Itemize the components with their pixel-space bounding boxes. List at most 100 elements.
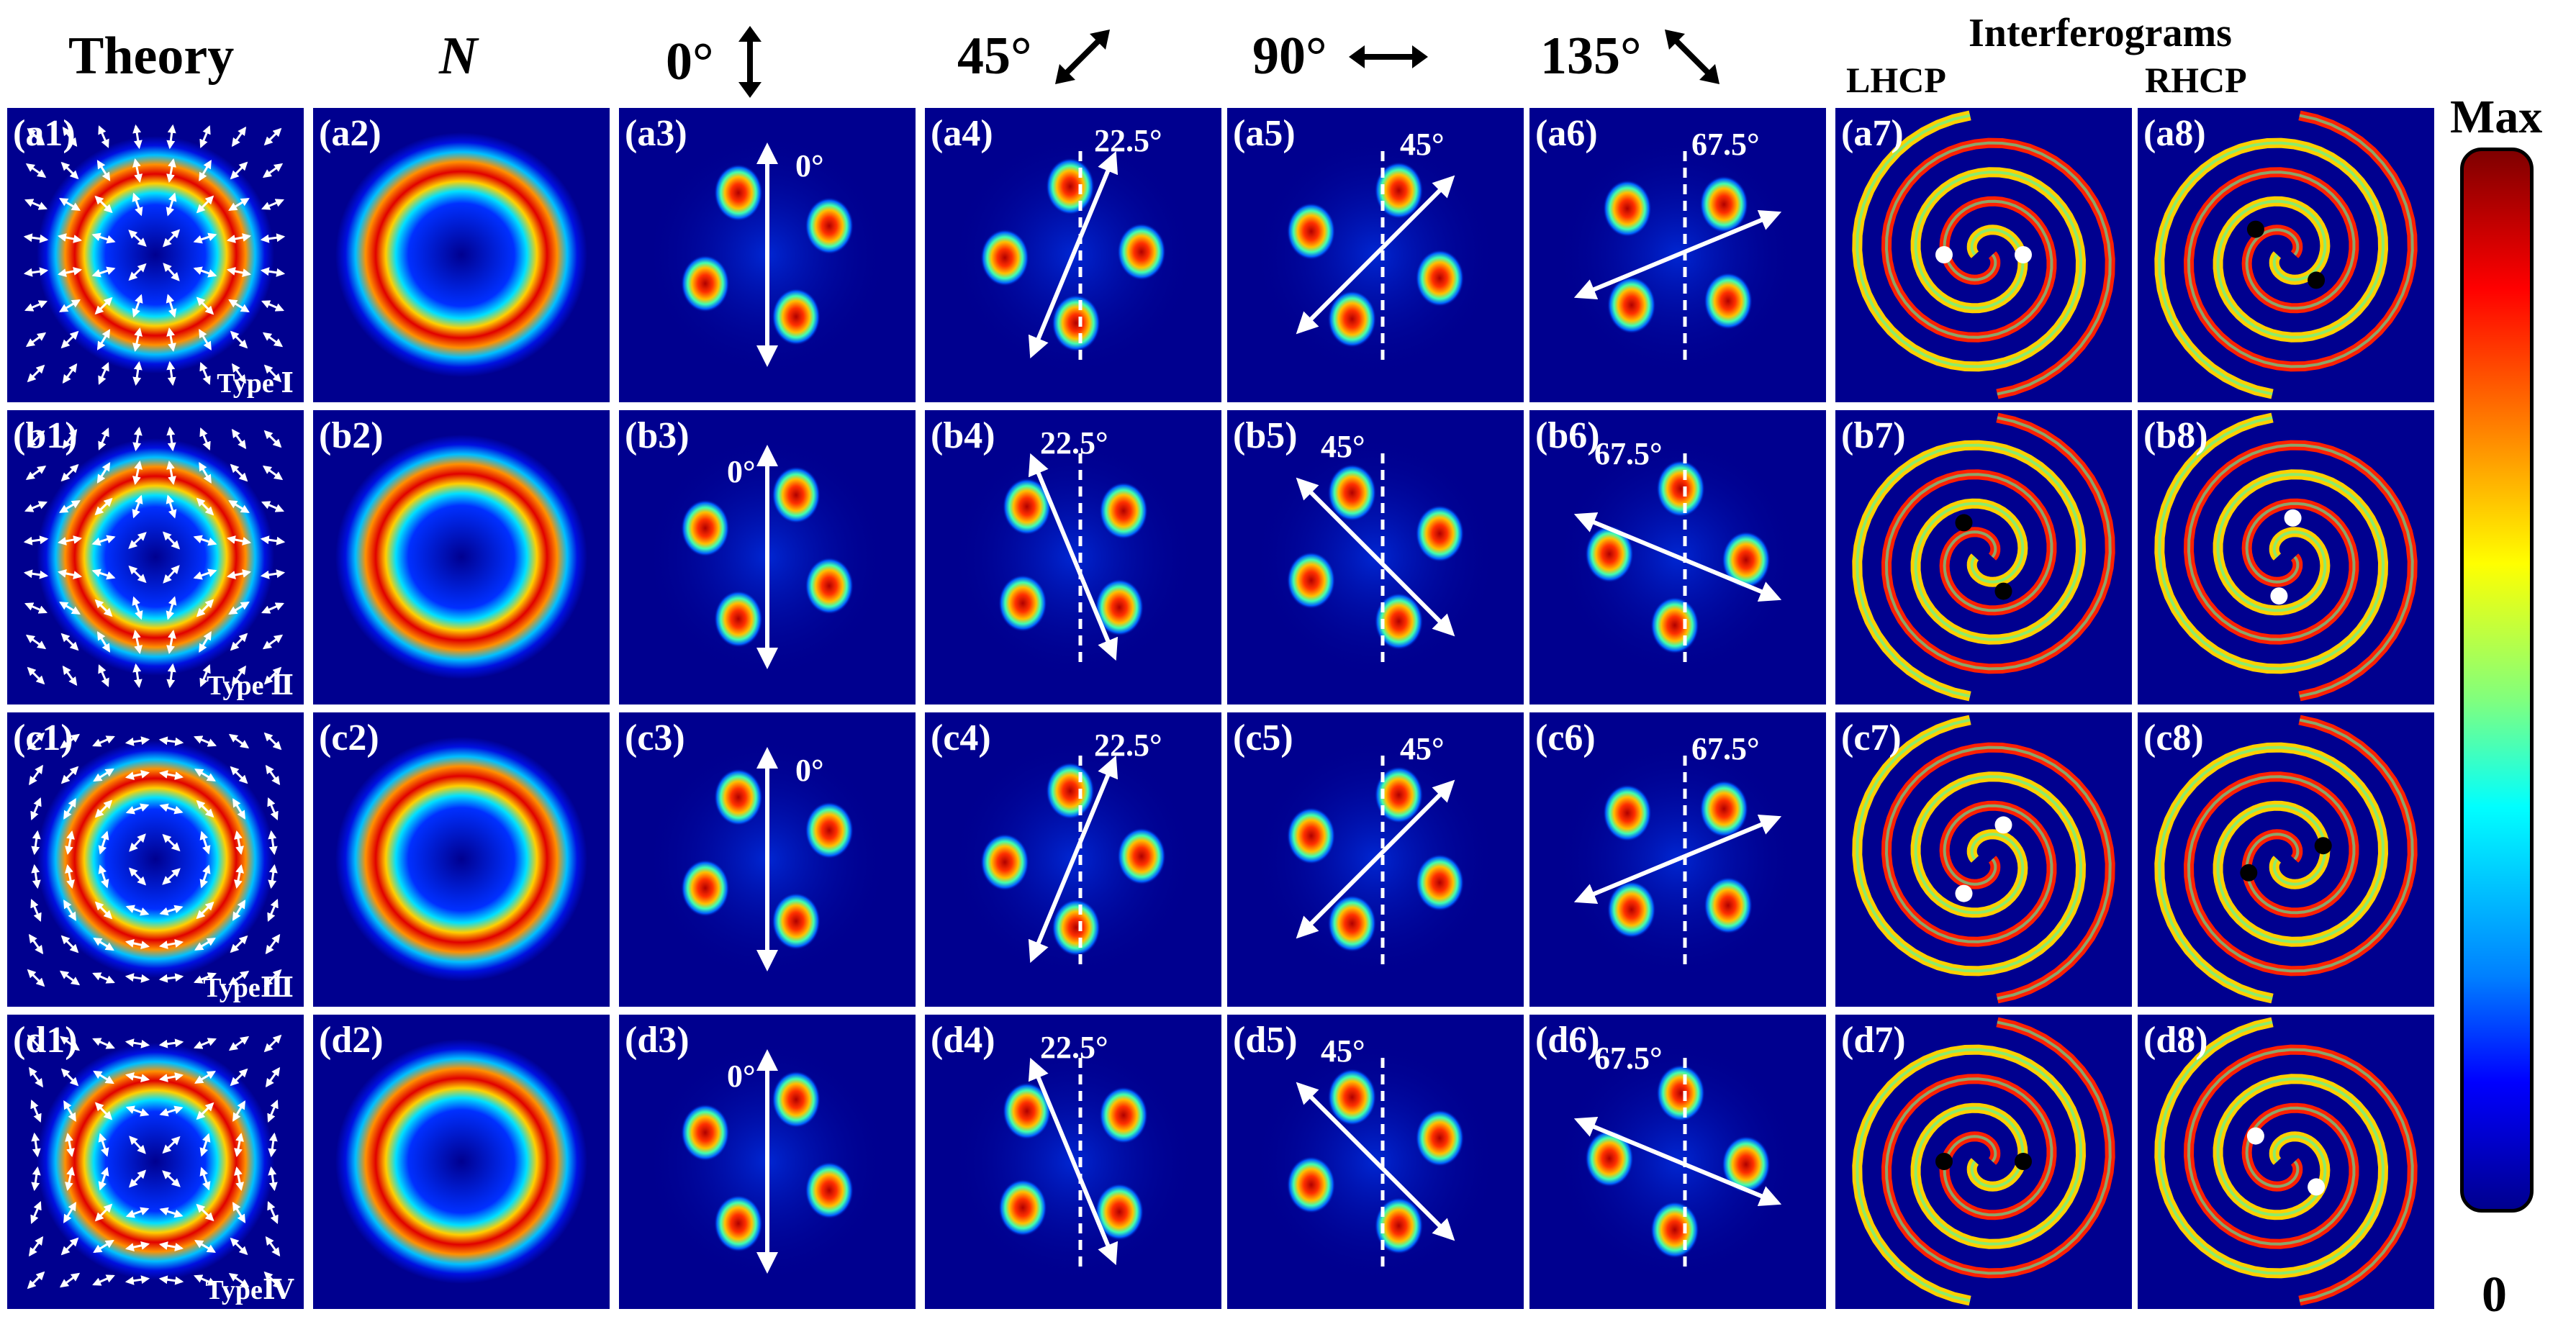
panel-d1: (d1) TypeⅣ [7, 1015, 304, 1309]
fringe-arm-core [2187, 718, 2414, 973]
singularity-dot [1935, 1153, 1953, 1170]
polarization-arrow [166, 629, 176, 655]
polarization-arrow [27, 732, 45, 751]
analyzer-angle-label: 67.5° [1594, 1041, 1663, 1076]
intensity-lobe [1327, 290, 1377, 348]
intensity-lobe [1286, 807, 1336, 865]
panel-image [1835, 108, 2132, 402]
polarization-arrow [196, 1203, 214, 1222]
panel-d8: (d8) [2138, 1015, 2434, 1309]
panel-label: (c6) [1535, 717, 1596, 758]
panel-image [1227, 1015, 1524, 1309]
polarization-arrow [132, 596, 143, 620]
analyzer-angle-label: 45° [1321, 429, 1365, 464]
polarization-arrow [128, 532, 147, 549]
intensity-lobe [1286, 1156, 1336, 1214]
panel-image [313, 108, 610, 402]
polarization-arrow [234, 864, 244, 889]
polarization-arrow [260, 267, 286, 277]
polarization-arrow [129, 1136, 146, 1154]
polarization-arrow [91, 535, 116, 546]
polarization-arrow [65, 864, 75, 889]
panel-image [2138, 410, 2434, 704]
polarization-arrow [193, 972, 217, 984]
polarization-arrow [166, 124, 176, 150]
panel-d2: (d2) [313, 1015, 610, 1309]
polarization-arrow [262, 163, 284, 178]
horizontal-arrow-icon [1348, 45, 1428, 68]
intensity-ring [335, 737, 587, 982]
panel-image [1835, 712, 2132, 1007]
singularity-dot [1994, 582, 2012, 600]
polarization-arrow [29, 764, 43, 786]
polarization-arrow [29, 1066, 43, 1088]
polarization-arrow [162, 229, 181, 248]
polarization-arrow [24, 501, 48, 512]
panel-label: (c3) [625, 717, 685, 758]
polarization-arrow [125, 905, 150, 916]
intensity-lobe [805, 801, 854, 859]
polarization-arrow [92, 1038, 115, 1049]
polarization-arrow [230, 935, 248, 953]
analyzer-arrow [1296, 175, 1455, 335]
panel-c3: (c3) 0° [619, 712, 916, 1007]
fringe-arm-core [1856, 718, 2083, 973]
intensity-lobe [1327, 894, 1377, 953]
intensity-lobe [1327, 1068, 1377, 1126]
polarization-arrow [226, 569, 252, 579]
polarization-arrow [232, 1202, 246, 1223]
panel-a6: (a6) 67.5° [1529, 108, 1826, 402]
singularity-dot [2308, 271, 2326, 289]
polarization-arrow [261, 199, 285, 210]
analyzer-angle-label: 22.5° [1040, 1030, 1108, 1065]
panel-label: (c1) [13, 717, 73, 758]
polarization-arrow [57, 233, 83, 243]
polarization-arrow [158, 1038, 184, 1048]
polarization-arrow [166, 426, 176, 452]
intensity-lobe [1699, 780, 1749, 838]
analyzer-angle-label: 22.5° [1094, 123, 1162, 158]
polarization-arrow [92, 735, 115, 747]
polarization-arrow [94, 195, 113, 214]
panel-label: (a3) [625, 113, 687, 154]
polarization-arrow [193, 535, 217, 546]
polarization-arrow [23, 233, 49, 243]
polarization-arrow [27, 666, 45, 685]
analyzer-angle-label: 67.5° [1691, 731, 1760, 766]
polarization-arrow [158, 1072, 184, 1082]
polarization-arrow [98, 864, 109, 889]
polarization-arrow [263, 969, 282, 987]
intensity-lobe [1603, 179, 1652, 237]
intensity-lobe [1650, 1200, 1699, 1259]
polarization-arrow [65, 1166, 75, 1192]
polarization-arrow [93, 1070, 114, 1084]
panel-image [313, 410, 610, 704]
panel-label: (d2) [319, 1020, 384, 1061]
panel-label: (b4) [931, 415, 995, 456]
polarization-arrow [196, 901, 214, 920]
panel-image [1529, 712, 1826, 1007]
polarization-arrow [159, 905, 184, 916]
panel-b2: (b2) [313, 410, 610, 704]
polarization-arrow [60, 633, 79, 651]
panel-b1: (b1) Type Ⅱ [7, 410, 304, 704]
panel-label: (b8) [2143, 415, 2208, 456]
polarization-arrow [263, 1271, 282, 1290]
polarization-arrow [193, 266, 217, 278]
polarization-arrow [31, 1166, 41, 1192]
polarization-arrow [60, 1237, 79, 1256]
fringe-arm-core [2187, 114, 2414, 368]
panel-label: (d1) [13, 1020, 78, 1061]
analyzer-arrow [1296, 477, 1455, 637]
polarization-arrow [166, 361, 176, 386]
panel-a7: (a7) [1835, 108, 2132, 402]
fringe-arm-core [1884, 1020, 2112, 1275]
singularity-dot [1994, 816, 2012, 834]
analyzer-arrow [1028, 453, 1118, 661]
panel-b6: (b6) 67.5° [1529, 410, 1826, 704]
type-label: Type Ⅰ [217, 368, 294, 399]
polarization-arrow [98, 125, 109, 148]
panel-d4: (d4) 22.5° [925, 1015, 1221, 1309]
intensity-lobe [1704, 876, 1753, 935]
analyzer-angle-label: 67.5° [1691, 127, 1760, 162]
